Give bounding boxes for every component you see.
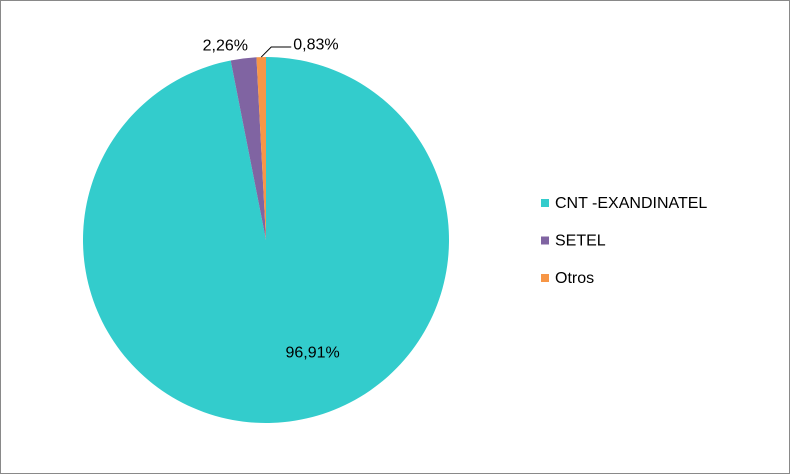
data-label: 2,26%	[203, 38, 248, 55]
leader-line	[260, 46, 292, 58]
legend-swatch	[541, 274, 549, 282]
legend-swatch	[541, 199, 549, 207]
data-label: 96,91%	[286, 345, 340, 362]
legend-label: Otros	[555, 270, 594, 287]
pie-slice	[83, 57, 450, 424]
pie-slice	[230, 57, 266, 240]
legend-swatch	[541, 236, 549, 245]
legend-label: SETEL	[555, 233, 606, 250]
legend-label: CNT -EXANDINATEL	[555, 195, 707, 212]
data-label: 0,83%	[293, 36, 338, 53]
pie-slice	[256, 57, 266, 240]
